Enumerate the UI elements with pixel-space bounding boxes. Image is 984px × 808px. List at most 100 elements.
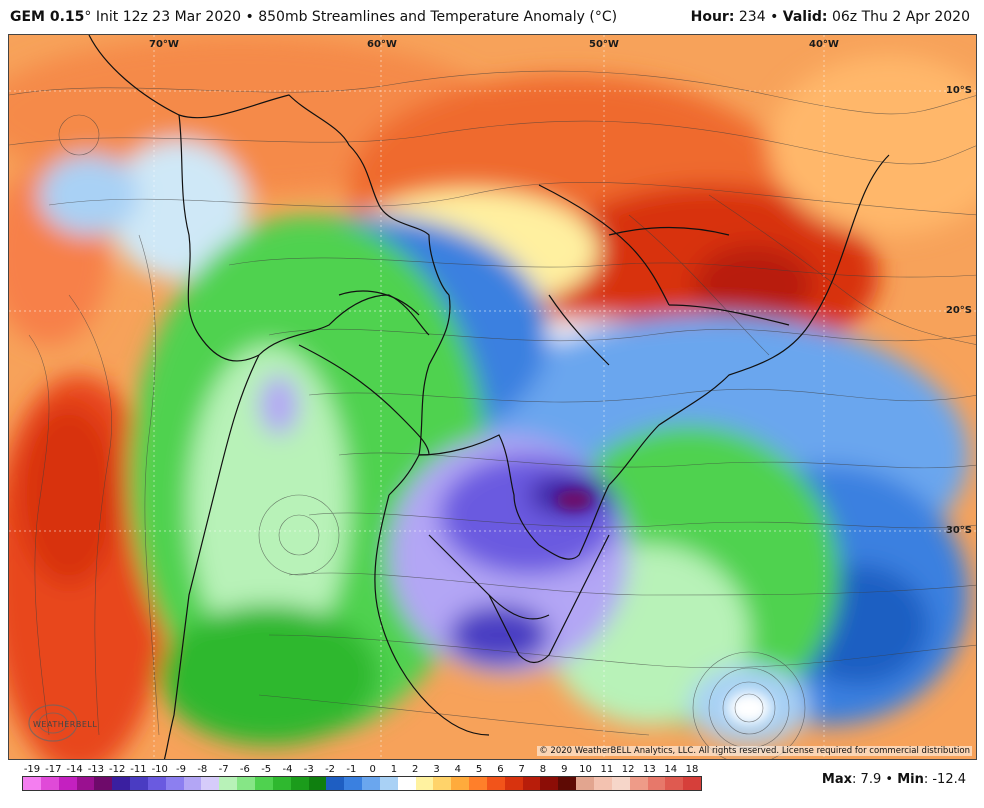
colorbar-tick-label: -14 (66, 764, 83, 775)
colorbar-swatch (683, 777, 702, 790)
colorbar-swatch (540, 777, 559, 790)
colorbar-swatch (201, 777, 220, 790)
model-label: GEM 0.15 (10, 9, 85, 25)
colorbar-swatch (451, 777, 470, 790)
colorbar-swatch (344, 777, 363, 790)
colorbar-swatch (147, 777, 166, 790)
colorbar-tick-label: -19 (23, 764, 41, 775)
map-canvas (9, 35, 976, 759)
anomaly-map[interactable]: 70°W 60°W 50°W 40°W 10°S 20°S 30°S WEATH… (8, 34, 977, 760)
colorbar-swatch (558, 777, 577, 790)
colorbar-swatch (665, 777, 684, 790)
country-borders (88, 35, 890, 759)
colorbar-swatch (576, 777, 594, 790)
colorbar-swatch (272, 777, 291, 790)
copyright-notice: © 2020 WeatherBELL Analytics, LLC. All r… (537, 746, 972, 756)
colorbar-tick-label: 13 (643, 764, 656, 775)
product-name: 850mb Streamlines and Temperature Anomal… (258, 9, 618, 25)
colorbar-tick-label: -10 (151, 764, 168, 775)
lon-label-40w: 40°W (809, 39, 839, 50)
colorbar-swatch (23, 777, 41, 790)
stats-bullet: • (885, 772, 894, 787)
colorbar-swatch (219, 777, 238, 790)
lon-label-70w: 70°W (149, 39, 179, 50)
colorbar-swatch (165, 777, 184, 790)
colorbar-swatch (58, 777, 77, 790)
colorbar-swatch (237, 777, 255, 790)
colorbar-tick-label: -5 (261, 764, 272, 775)
title-bar: GEM 0.15° Init 12z 23 Mar 2020 • 850mb S… (0, 0, 984, 34)
colorbar-tick-label: 14 (664, 764, 678, 775)
valid-separator: • (770, 9, 779, 25)
colorbar-swatch (76, 777, 95, 790)
colorbar-swatch (469, 777, 487, 790)
colorbar-tick-label: 18 (685, 764, 699, 775)
colorbar-swatch (397, 777, 416, 790)
colorbar-tick-label: 0 (369, 764, 376, 775)
colorbar-tick-label: -11 (130, 764, 147, 775)
colorbar-tick-label: 3 (433, 764, 440, 775)
colorbar-swatch (326, 777, 345, 790)
streamlines (9, 70, 976, 759)
colorbar-tick-label: 11 (600, 764, 614, 775)
lat-label-30s: 30°S (945, 525, 972, 536)
min-value: -12.4 (932, 772, 966, 787)
graticule (9, 35, 976, 759)
max-min-readout: Max: 7.9 • Min: -12.4 (821, 772, 966, 787)
colorbar-swatch (415, 777, 434, 790)
colorbar-tick-label: -3 (303, 764, 314, 775)
valid-value: 06z Thu 2 Apr 2020 (831, 9, 970, 25)
lat-label-10s: 10°S (945, 85, 972, 96)
colorbar-tick-label: 2 (412, 764, 419, 775)
colorbar-swatch (254, 777, 273, 790)
model-suffix: ° (84, 9, 92, 25)
min-label: Min (897, 772, 924, 787)
colorbar-tick-label: -7 (218, 764, 229, 775)
colorbar-ticks: -19 -17 -14 -13 -12 -11 -10 -9 -8 -7 -6 -5 -4 -3 -2 -1 0… (22, 762, 702, 776)
colorbar-swatch (379, 777, 398, 790)
colorbar-tick-label: 4 (454, 764, 461, 775)
lon-label-60w: 60°W (367, 39, 397, 50)
colorbar-tick-label: -1 (346, 764, 357, 775)
colorbar-tick-label: -6 (239, 764, 250, 775)
map-title: GEM 0.15° Init 12z 23 Mar 2020 • 850mb S… (10, 9, 617, 25)
max-label: Max (821, 772, 853, 787)
colorbar-tick-label: 10 (579, 764, 592, 775)
colorbar-swatch (362, 777, 380, 790)
colorbar-swatch (308, 777, 327, 790)
weatherbell-logo-icon (23, 699, 97, 745)
colorbar-tick-label: -12 (108, 764, 126, 775)
max-value: 7.9 (860, 772, 882, 787)
colorbar-swatch (629, 777, 648, 790)
colorbar-swatch (522, 777, 541, 790)
colorbar-swatch (486, 777, 505, 790)
colorbar-swatch (290, 777, 309, 790)
colorbar-swatch (594, 777, 612, 790)
colorbar-tick-label: -17 (45, 764, 62, 775)
lon-label-50w: 50°W (589, 39, 619, 50)
colorbar-tick-label: -13 (87, 764, 105, 775)
colorbar-tick-label: 7 (518, 764, 525, 775)
valid-time: Hour: 234 • Valid: 06z Thu 2 Apr 2020 (691, 9, 970, 25)
logo-text: WEATHERBELL (33, 720, 98, 729)
colorbar-tick-label: 12 (621, 764, 635, 775)
valid-label: Valid: (782, 9, 828, 25)
colorbar-tick-label: -4 (282, 764, 293, 775)
colorbar-tick-label: 6 (497, 764, 504, 775)
colorbar-strip (22, 776, 702, 791)
colorbar-swatch (94, 777, 113, 790)
colorbar-tick-label: -2 (325, 764, 336, 775)
lat-label-20s: 20°S (945, 305, 972, 316)
colorbar-tick-label: -9 (176, 764, 187, 775)
colorbar-swatch (647, 777, 666, 790)
title-separator: • (245, 9, 254, 25)
colorbar-swatch (504, 777, 523, 790)
colorbar-swatch (611, 777, 630, 790)
colorbar-tick-label: -8 (197, 764, 208, 775)
colorbar-tick-label: 1 (390, 764, 398, 775)
colorbar-swatch (130, 777, 148, 790)
colorbar-legend: -19 -17 -14 -13 -12 -11 -10 -9 -8 -7 -6 -5 -4 -3 -2 -1 0… (22, 762, 702, 791)
hour-value: 234 (738, 9, 766, 25)
colorbar-tick-label: 9 (561, 764, 568, 775)
colorbar-tick-label: 8 (539, 764, 547, 775)
